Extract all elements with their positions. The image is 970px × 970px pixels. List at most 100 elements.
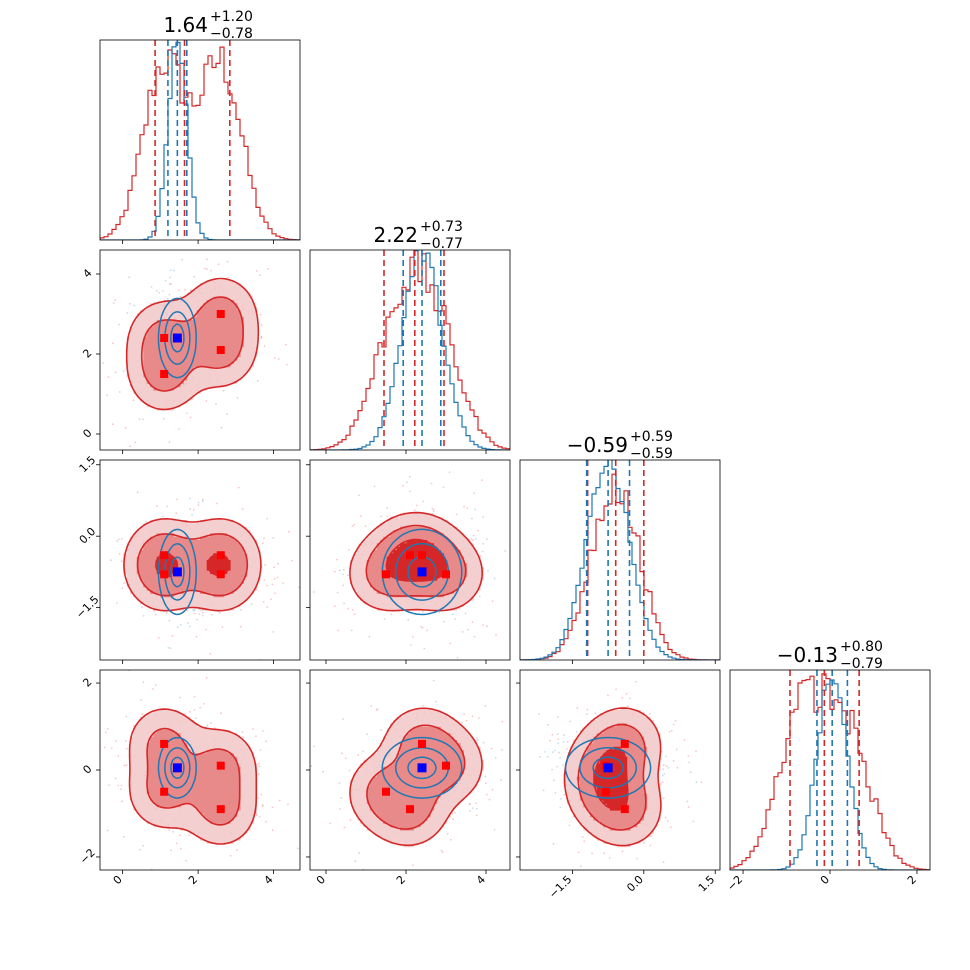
red-marker xyxy=(382,570,390,579)
title-minus: −0.79 xyxy=(840,656,883,672)
blue-marker xyxy=(172,763,182,773)
title-value: −0.59 xyxy=(567,433,628,457)
blue-contour xyxy=(170,323,185,353)
red-contour xyxy=(123,518,262,612)
title-minus: −0.77 xyxy=(420,236,463,252)
blue-histogram xyxy=(100,41,300,240)
panel-frame xyxy=(309,459,511,661)
x-tick-label: 0 xyxy=(314,873,328,887)
panel-frame xyxy=(99,459,301,661)
x-tick-label: 0 xyxy=(111,873,125,887)
y-tick-label: 0.0 xyxy=(77,525,99,547)
blue-contour xyxy=(579,747,638,789)
x-tick-label: 2 xyxy=(905,873,919,887)
red-contour xyxy=(155,553,230,577)
red-marker xyxy=(442,761,450,770)
blue-contour xyxy=(381,528,463,616)
red-marker xyxy=(382,787,390,796)
red-histogram xyxy=(100,46,300,240)
blue-contour xyxy=(170,756,185,780)
blue-contour xyxy=(170,556,185,588)
blue-marker xyxy=(417,567,427,577)
panel-title: 2.22 +0.73−0.77 xyxy=(373,219,462,252)
panel-3-3: −0.13 +0.80−0.79 −2 0 2 xyxy=(725,639,931,894)
red-density-band xyxy=(156,553,231,578)
red-marker xyxy=(216,805,225,814)
blue-histogram xyxy=(310,250,510,450)
red-density-band xyxy=(386,540,448,581)
panel-2-1 xyxy=(306,459,511,664)
panel-2-0: −1.5 0.0 1.5 xyxy=(73,454,301,664)
red-density-band xyxy=(146,730,241,824)
red-marker xyxy=(418,551,426,560)
red-contour xyxy=(125,277,260,411)
y-tick-label: −1.5 xyxy=(73,593,101,621)
panel-2-2: −0.59 +0.59−0.59 xyxy=(519,429,721,664)
red-marker xyxy=(620,805,629,814)
red-marker xyxy=(216,551,225,560)
red-marker xyxy=(406,805,414,814)
x-tick-label: 1.5 xyxy=(696,873,718,895)
y-tick-label: 0 xyxy=(80,762,94,776)
blue-contour xyxy=(157,297,197,379)
blue-contour xyxy=(394,747,450,789)
red-marker xyxy=(216,310,225,318)
title-plus: +0.80 xyxy=(840,639,883,655)
red-contour xyxy=(366,724,466,830)
red-marker xyxy=(160,370,169,378)
y-tick-label: 2 xyxy=(80,346,94,360)
red-histogram xyxy=(310,250,510,450)
title-value: 1.64 xyxy=(163,13,208,37)
panel-1-0: 0 2 4 xyxy=(80,249,301,454)
x-tick-label: 4 xyxy=(262,873,276,887)
blue-contour xyxy=(592,756,624,780)
blue-contour xyxy=(394,542,450,601)
red-marker xyxy=(620,739,629,748)
blue-contour xyxy=(381,736,463,799)
blue-marker xyxy=(172,567,182,577)
red-contour xyxy=(577,723,647,831)
title-value: −0.13 xyxy=(777,643,838,667)
panel-frame xyxy=(99,39,301,241)
panel-title: 1.64 +1.20−0.78 xyxy=(163,9,252,42)
x-tick-label: 2 xyxy=(186,873,200,887)
title-plus: +1.20 xyxy=(210,9,253,25)
red-marker xyxy=(160,334,169,342)
panel-frame xyxy=(99,249,301,451)
red-density-band xyxy=(136,533,248,598)
red-marker xyxy=(160,739,169,748)
red-marker xyxy=(160,551,169,560)
x-tick-label: −1.5 xyxy=(546,873,574,901)
x-tick-label: 2 xyxy=(394,873,408,887)
x-tick-label: 4 xyxy=(474,873,488,887)
y-tick-label: 4 xyxy=(80,266,94,280)
red-contour xyxy=(563,707,662,847)
title-minus: −0.78 xyxy=(210,26,253,42)
panel-3-2: −1.5 0.0 1.5 xyxy=(516,669,721,901)
title-minus: −0.59 xyxy=(630,446,673,462)
panel-title: −0.13 +0.80−0.79 xyxy=(777,639,883,672)
x-tick-label: 0.0 xyxy=(624,873,646,895)
panel-0-0: 1.64 +1.20−0.78 xyxy=(99,9,301,244)
blue-histogram xyxy=(520,460,720,660)
red-contour xyxy=(136,533,249,597)
blue-marker xyxy=(172,333,182,343)
red-marker xyxy=(216,570,225,579)
red-marker xyxy=(216,761,225,770)
blue-marker xyxy=(603,763,613,773)
panel-frame xyxy=(519,459,721,661)
red-marker xyxy=(160,787,169,796)
panel-frame xyxy=(309,249,511,451)
blue-marker xyxy=(417,763,427,773)
red-histogram xyxy=(730,673,930,870)
panel-3-1: 0 2 4 xyxy=(306,669,511,887)
title-value: 2.22 xyxy=(373,223,418,247)
y-tick-label: −2 xyxy=(77,846,98,867)
x-tick-label: 0 xyxy=(818,873,832,887)
red-marker xyxy=(442,570,450,579)
red-marker xyxy=(418,739,426,748)
blue-contour xyxy=(564,736,652,799)
y-tick-label: 2 xyxy=(80,675,94,689)
red-marker xyxy=(406,551,414,560)
